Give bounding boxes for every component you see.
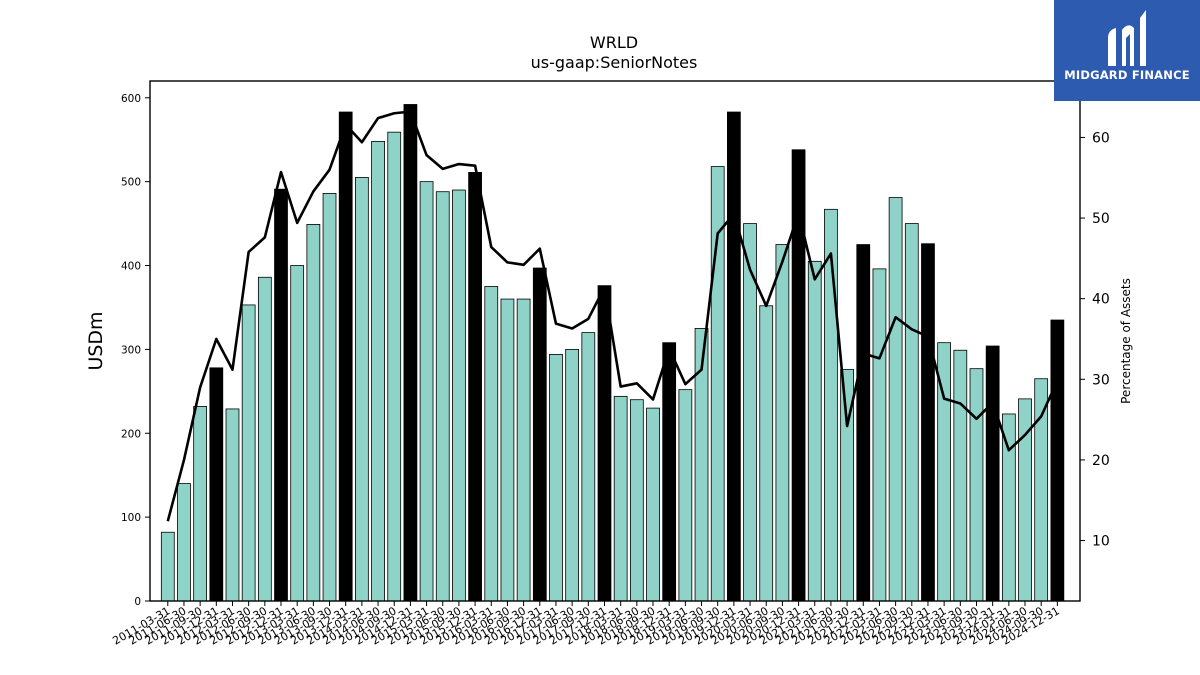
y2-tick-label: 10 bbox=[1092, 534, 1110, 550]
bar bbox=[193, 406, 208, 602]
y2-tick-label: 20 bbox=[1092, 453, 1110, 469]
bar bbox=[1001, 413, 1016, 602]
bar bbox=[435, 191, 450, 602]
bar bbox=[516, 298, 531, 602]
bar bbox=[1050, 319, 1065, 602]
bar bbox=[371, 140, 385, 602]
bar bbox=[807, 260, 822, 602]
bar bbox=[209, 367, 224, 602]
y2-axis-label: Percentage of Assets bbox=[1119, 278, 1133, 404]
bar bbox=[468, 172, 482, 602]
bar bbox=[904, 223, 919, 602]
bar bbox=[338, 111, 353, 602]
bar bbox=[888, 197, 903, 602]
bar bbox=[775, 244, 790, 602]
y-tick-label: 500 bbox=[121, 177, 141, 189]
line-series bbox=[166, 110, 1059, 522]
bar bbox=[565, 348, 580, 602]
bar bbox=[646, 407, 660, 602]
logo-text: MIDGARD FINANCE bbox=[1064, 68, 1190, 82]
bar bbox=[597, 285, 612, 602]
bar bbox=[532, 267, 547, 602]
bar bbox=[160, 531, 175, 602]
bar bbox=[241, 304, 256, 602]
bar bbox=[872, 268, 887, 602]
bar bbox=[629, 399, 644, 602]
bar bbox=[969, 368, 984, 602]
y2-tick-label: 40 bbox=[1092, 292, 1110, 308]
bar bbox=[387, 131, 402, 602]
y-tick-label: 200 bbox=[121, 428, 141, 440]
bar bbox=[290, 265, 305, 602]
bar bbox=[452, 189, 466, 602]
bar bbox=[484, 286, 499, 602]
bar bbox=[824, 208, 838, 602]
bar bbox=[727, 111, 741, 602]
y-axis-label: USDm bbox=[85, 311, 107, 370]
bar bbox=[953, 349, 968, 602]
bar bbox=[500, 298, 515, 602]
bar bbox=[257, 276, 272, 602]
y2-tick-label: 30 bbox=[1092, 372, 1110, 388]
bar bbox=[921, 243, 935, 602]
bar-series bbox=[160, 104, 1065, 602]
bar bbox=[274, 188, 288, 602]
bar bbox=[678, 389, 693, 602]
bar bbox=[355, 177, 369, 602]
bar bbox=[759, 305, 774, 602]
percentage-line bbox=[166, 110, 1059, 522]
bar bbox=[985, 345, 1000, 602]
bar bbox=[177, 483, 191, 602]
y-tick-label: 0 bbox=[134, 596, 141, 608]
brand-logo: MIDGARD FINANCE bbox=[1054, 0, 1200, 101]
bar bbox=[662, 342, 677, 602]
bar bbox=[856, 244, 871, 602]
axes: 01002003004005006001020304050602011-03-3… bbox=[110, 80, 1110, 648]
y2-tick-label: 60 bbox=[1092, 130, 1110, 146]
y-tick-label: 100 bbox=[121, 512, 141, 524]
bar bbox=[613, 395, 628, 602]
bar bbox=[306, 224, 321, 602]
y-tick-label: 400 bbox=[121, 261, 141, 273]
bar bbox=[581, 332, 596, 602]
y-tick-label: 600 bbox=[121, 93, 141, 105]
y2-tick-label: 50 bbox=[1092, 211, 1110, 227]
bar bbox=[419, 181, 434, 602]
bar bbox=[549, 354, 563, 602]
y-tick-label: 300 bbox=[121, 344, 141, 356]
chart-subtitle: us-gaap:SeniorNotes bbox=[531, 53, 698, 72]
bar bbox=[225, 408, 240, 602]
chart-title: WRLD bbox=[590, 33, 638, 52]
logo-mark-icon bbox=[1108, 10, 1146, 66]
bar bbox=[322, 192, 337, 602]
bar bbox=[1034, 378, 1049, 602]
bar bbox=[403, 104, 418, 602]
plot-frame bbox=[149, 80, 1081, 602]
